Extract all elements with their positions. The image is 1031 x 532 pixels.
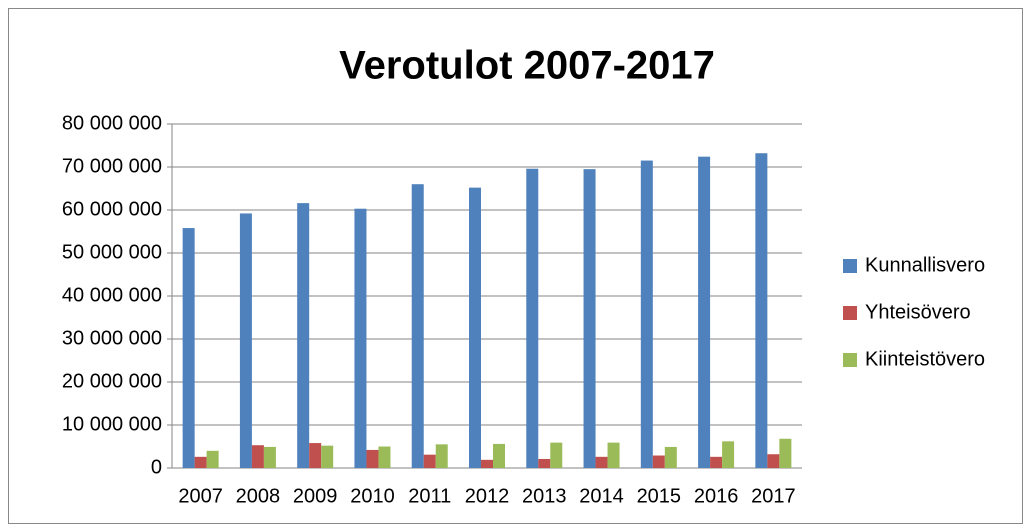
bar [664, 446, 677, 468]
bar [297, 203, 310, 468]
bar [481, 459, 493, 468]
y-tick-label: 70 000 000 [62, 155, 162, 177]
bar [767, 454, 780, 468]
bar [538, 458, 551, 468]
bar [194, 456, 207, 468]
bar [423, 454, 436, 468]
x-tick-label: 2011 [408, 485, 451, 507]
bar [239, 213, 252, 468]
y-tick-label: 80 000 000 [62, 112, 162, 134]
bar [652, 455, 665, 468]
x-tick-label: 2009 [293, 485, 338, 507]
legend-swatch [843, 353, 857, 367]
x-tick-label: 2012 [465, 485, 510, 507]
legend-swatch [843, 259, 857, 273]
legend-label: Kunnallisvero [865, 254, 985, 276]
bar [251, 445, 264, 468]
bar [698, 156, 711, 468]
y-tick-label: 40 000 000 [62, 284, 162, 306]
bar [366, 449, 379, 468]
x-tick-label: 2015 [637, 485, 682, 507]
bar [550, 442, 563, 468]
bar [321, 445, 334, 468]
bar [263, 446, 276, 468]
legend-swatch [843, 306, 857, 320]
bar [640, 160, 653, 469]
bar [755, 153, 768, 469]
x-tick-label: 2017 [751, 485, 796, 507]
x-tick-label: 2014 [579, 485, 624, 507]
x-tick-label: 2008 [236, 485, 281, 507]
y-tick-label: 10 000 000 [62, 413, 162, 435]
x-tick-label: 2013 [522, 485, 567, 507]
y-tick-label: 30 000 000 [62, 327, 162, 349]
x-tick-label: 2010 [350, 485, 395, 507]
bar [435, 444, 448, 468]
legend-label: Kiinteistövero [865, 348, 985, 370]
bar [722, 441, 735, 468]
bar [469, 187, 481, 468]
y-tick-label: 50 000 000 [62, 241, 162, 263]
y-tick-label: 60 000 000 [62, 198, 162, 220]
legend-label: Yhteisövero [865, 301, 971, 323]
y-tick-label: 0 [151, 456, 162, 478]
x-tick-label: 2016 [694, 485, 739, 507]
x-tick-label: 2007 [178, 485, 223, 507]
bar [411, 184, 424, 468]
bar [583, 169, 596, 468]
bar [779, 438, 792, 468]
bar [710, 456, 723, 468]
bar [595, 456, 608, 468]
bar [354, 208, 367, 468]
bar [526, 168, 539, 468]
bar [182, 228, 195, 468]
bar [206, 450, 219, 468]
bar [378, 446, 391, 468]
chart-title: Verotulot 2007-2017 [339, 44, 715, 88]
bar [309, 443, 322, 468]
bar [607, 442, 620, 468]
y-tick-label: 20 000 000 [62, 370, 162, 392]
bar [493, 443, 505, 468]
